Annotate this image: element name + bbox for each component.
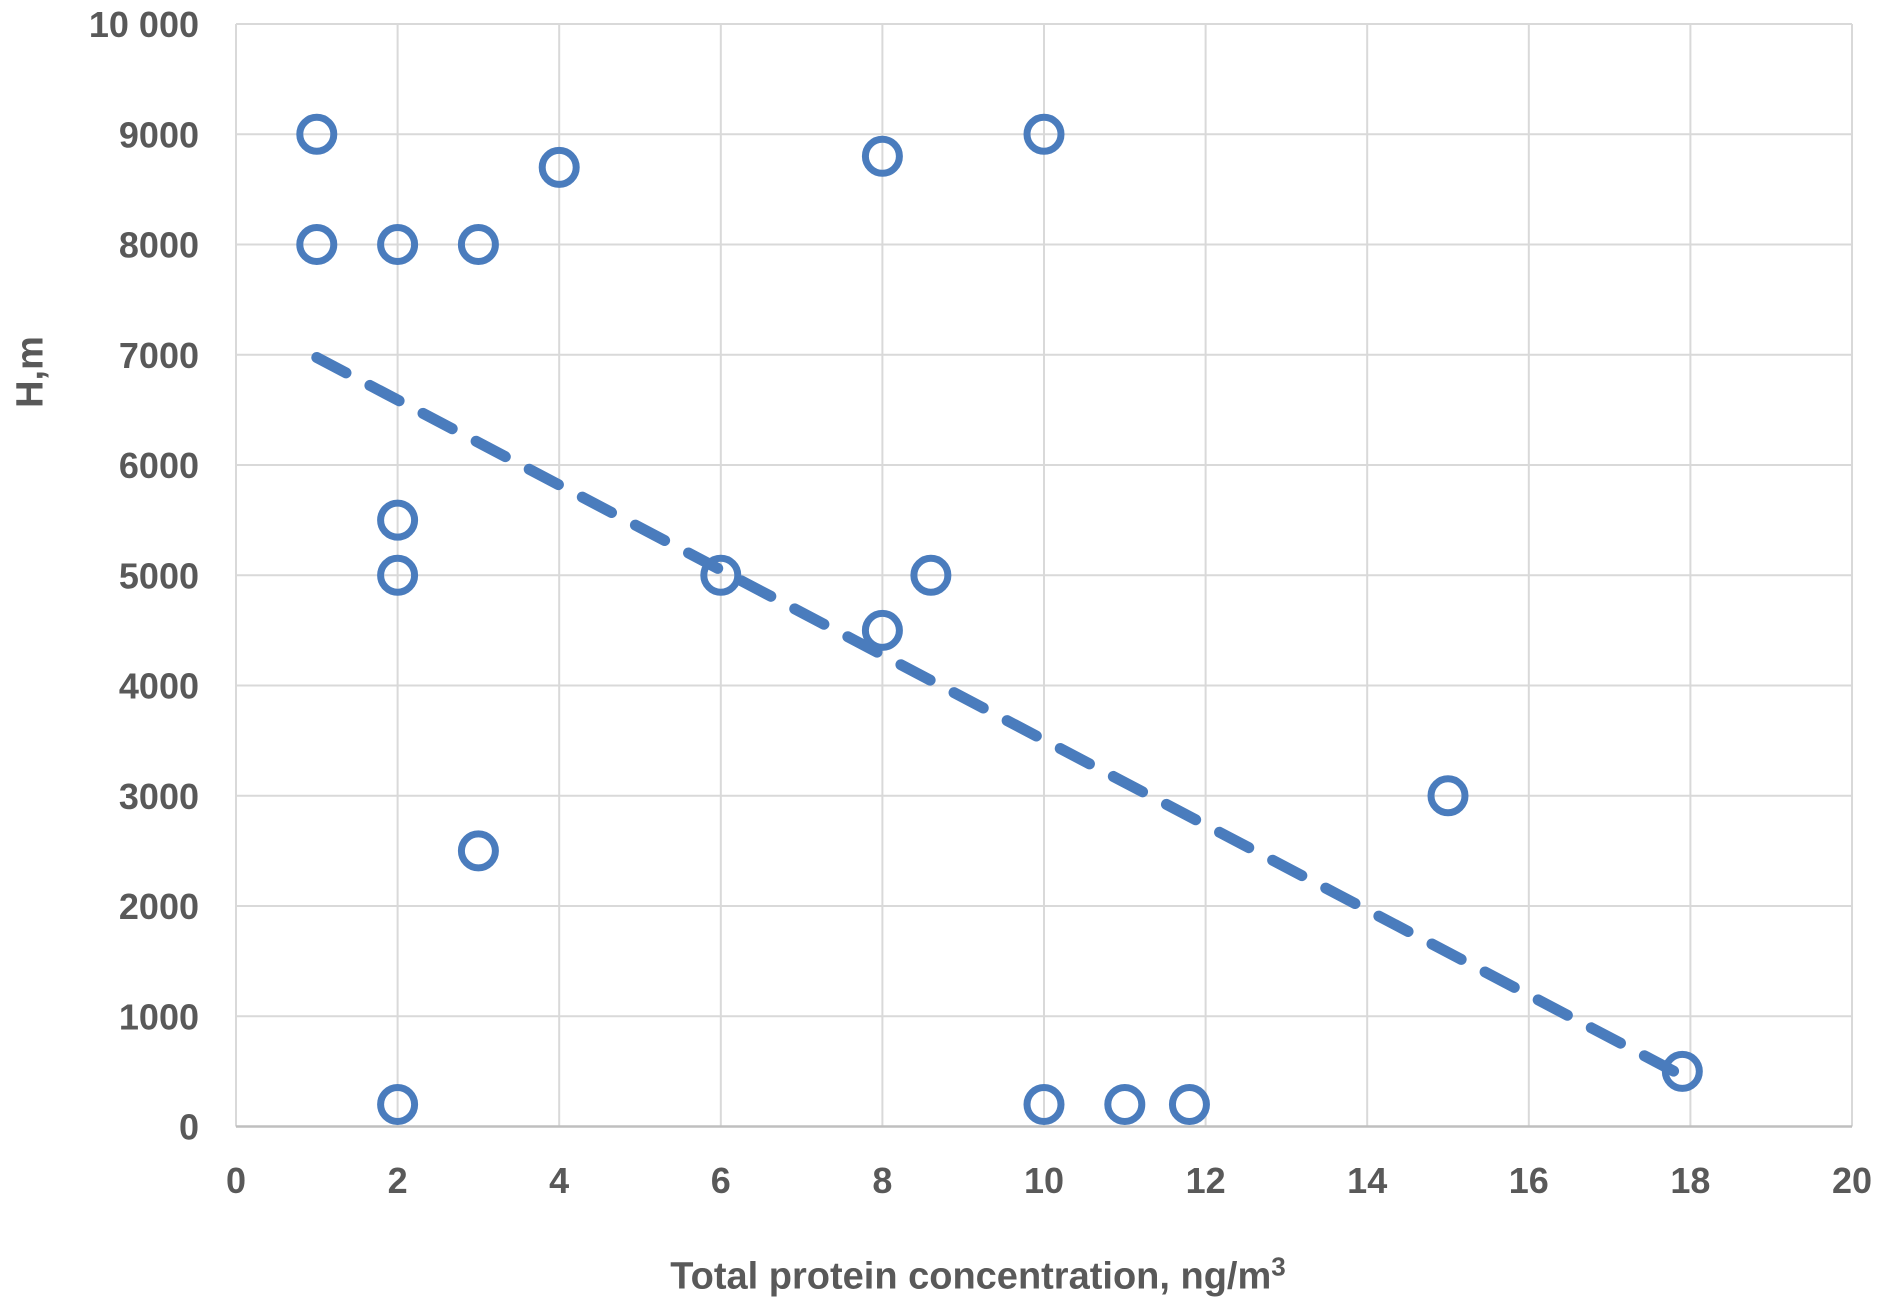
x-tick-label: 10: [1024, 1160, 1064, 1201]
x-tick-label: 2: [388, 1160, 408, 1201]
scatter-point: [861, 609, 903, 651]
y-tick-label: 6000: [119, 445, 199, 486]
trend-line-group: [311, 352, 1684, 1080]
scatter-point: [377, 224, 419, 265]
x-axis-title-superscript: 3: [1271, 1251, 1286, 1282]
scatter-point: [457, 830, 499, 872]
x-tick-label: 0: [226, 1160, 246, 1201]
x-tick-label: 6: [711, 1160, 731, 1201]
x-axis-title: Total protein concentration, ng/m3: [670, 1252, 1285, 1299]
scatter-point: [457, 224, 499, 265]
y-tick-label: 1000: [119, 996, 199, 1037]
scatter-point: [377, 499, 419, 541]
gridlines: [235, 23, 1853, 1128]
y-tick-label: 10 000: [89, 4, 199, 45]
scatter-point: [377, 1083, 419, 1125]
y-tick-label: 0: [179, 1107, 199, 1148]
scatter-point: [700, 554, 742, 596]
y-tick-label: 3000: [119, 776, 199, 817]
scatter-point: [861, 135, 903, 177]
scatter-point: [1023, 113, 1065, 155]
scatter-point: [296, 224, 338, 265]
x-tick-label: 12: [1186, 1160, 1226, 1201]
y-axis-tick-labels: 0 1000 2000 3000 4000 5000 6000 7000 8000 9000 10 …: [89, 4, 199, 1148]
scatter-point: [1168, 1083, 1210, 1125]
x-tick-label: 20: [1832, 1160, 1872, 1201]
scatter-point: [538, 146, 580, 188]
y-tick-label: 2000: [119, 886, 199, 927]
scatter-point: [296, 113, 338, 155]
scatter-point: [910, 554, 952, 596]
scatter-point: [377, 554, 419, 596]
y-axis-title: H,m: [9, 336, 52, 408]
x-axis-title-text: Total protein concentration, ng/m: [670, 1255, 1272, 1298]
x-tick-label: 18: [1670, 1160, 1710, 1201]
x-tick-label: 14: [1347, 1160, 1387, 1201]
y-tick-label: 7000: [119, 335, 199, 376]
scatter-point: [1023, 1083, 1065, 1125]
x-tick-label: 4: [549, 1160, 569, 1201]
y-tick-label: 4000: [119, 666, 199, 707]
x-axis-tick-labels: 0 2 4 6 8 10 12 14 16 18 20: [226, 1160, 1872, 1201]
y-tick-label: 5000: [119, 555, 199, 596]
scatter-point: [1427, 775, 1469, 817]
trend-line: [311, 352, 1684, 1080]
x-tick-label: 16: [1509, 1160, 1549, 1201]
y-tick-label: 8000: [119, 225, 199, 266]
y-tick-label: 9000: [119, 114, 199, 155]
scatter-point: [1104, 1083, 1146, 1125]
data-points: [296, 113, 1703, 1125]
x-tick-label: 8: [872, 1160, 892, 1201]
